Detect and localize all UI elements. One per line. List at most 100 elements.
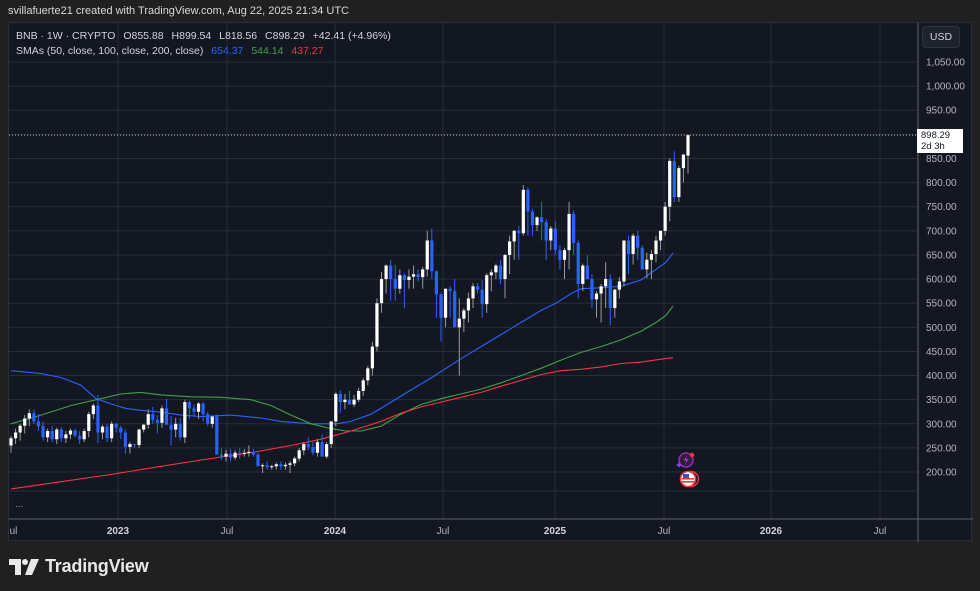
symbol-label[interactable]: BNB · 1W · CRYPTO [16,30,116,42]
candle-body [681,154,686,169]
change-value: +42.41 (+4.96%) [312,30,391,42]
price-tick-label: 850.00 [926,154,957,165]
price-tick-label: 950.00 [926,106,957,117]
candle-body [475,286,480,290]
bar-countdown: 2d 3h [921,141,945,152]
sma-50-line [10,252,674,425]
candle-body [297,450,301,459]
candle-body [508,241,512,255]
candle-body [82,431,86,440]
candle-body [228,453,233,458]
candle-body [421,269,425,278]
candle-body [288,463,292,465]
price-tick-label: 250.00 [926,443,957,454]
candle-body [32,413,36,422]
candle-body [494,265,498,273]
candle-body [219,454,224,457]
candle-body [686,135,690,156]
time-tick-label: Jul [9,526,17,537]
candle-body [567,213,571,251]
price-tick-label: 600.00 [926,275,957,286]
candle-body [658,230,663,241]
price-tick-label: 300.00 [926,419,957,430]
candle-body [668,160,672,207]
candle-body [55,429,59,440]
candle-body [274,464,278,467]
candle-body [192,408,196,412]
candle-body [233,452,237,458]
time-tick-label: Jul [221,526,234,537]
candle-body [68,430,73,435]
candle-body [87,414,91,432]
price-tick-label: 700.00 [926,226,957,237]
more-indicators-button[interactable]: ... [15,499,24,510]
candle-body [457,318,461,328]
candle-body [453,291,457,328]
time-tick-label: Jul [874,526,887,537]
candle-body [50,431,54,440]
candle-body [73,430,77,436]
candle-body [224,453,228,457]
sma200-value: 437.27 [291,45,324,57]
candle-body [23,418,27,426]
candle-body [201,403,205,415]
candle-body [279,464,283,467]
low-value: L818.56 [219,30,258,42]
candle-body [187,402,191,409]
candle-body [645,259,649,270]
candle-body [608,279,612,309]
sma-row[interactable]: SMAs (50, close, 100, close, 200, close)… [16,44,396,59]
sma-200-line [10,357,674,490]
candle-body [384,265,388,280]
candle-body [636,235,640,248]
chart-frame[interactable]: 1,050.001,000.00950.00900.00850.00800.00… [8,22,973,542]
candle-body [183,402,187,438]
time-tick-label: 2026 [760,526,783,537]
candle-body [91,405,95,415]
currency-button[interactable]: USD [922,26,960,48]
last-price-value: 898.29 [921,130,951,141]
candle-body [512,230,516,242]
candle-body [174,423,178,430]
price-tick-label: 1,050.00 [926,58,965,69]
candle-body [251,451,256,455]
price-tick-label: 550.00 [926,299,957,310]
candle-body [558,250,562,260]
time-tick-label: 2024 [324,526,347,537]
candle-body [169,424,173,430]
candle-body [306,444,310,447]
candle-body [137,429,141,446]
candle-body [485,275,489,305]
candle-body [100,426,105,433]
candle-body [462,310,466,319]
time-tick-label: Jul [437,526,450,537]
candle-body [114,423,118,428]
time-tick-label: 2025 [544,526,567,537]
candle-body [434,271,439,295]
candle-body [626,240,631,254]
candle-body [260,465,265,467]
candle-body [663,206,667,231]
candle-body [293,458,297,464]
price-tick-label: 500.00 [926,323,957,334]
candle-body [247,451,251,453]
sma-label[interactable]: SMAs (50, close, 100, close, 200, close) [16,45,204,57]
candle-body [498,265,503,280]
crypto-event-icon[interactable] [676,450,696,475]
candle-body [594,293,599,300]
candlestick-chart[interactable]: 1,050.001,000.00950.00900.00850.00800.00… [9,23,973,542]
price-tick-label: 200.00 [926,468,957,479]
candle-body [425,240,429,270]
candle-body [164,408,169,425]
candle-body [439,294,443,318]
price-tick-label: 400.00 [926,371,957,382]
candle-body [238,452,242,454]
candle-body [347,399,352,405]
candle-body [576,242,580,284]
candle-body [320,442,324,457]
candle-body [613,289,617,309]
tradingview-logo[interactable]: TradingView [9,556,149,577]
candle-body [389,265,393,280]
chart-legend: BNB · 1W · CRYPTO O855.88 H899.54 L818.5… [16,29,396,59]
us-economic-event-icon[interactable] [679,470,701,493]
